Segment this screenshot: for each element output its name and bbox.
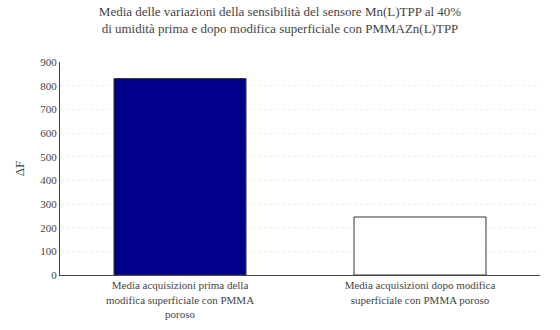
svg-text:200: 200 [40, 222, 57, 234]
svg-text:Media acquisizioni prima della: Media acquisizioni prima dellamodifica s… [106, 279, 254, 320]
svg-text:300: 300 [40, 198, 57, 210]
svg-text:ΔF: ΔF [12, 161, 27, 177]
svg-text:700: 700 [40, 103, 57, 115]
svg-text:500: 500 [40, 151, 57, 163]
svg-text:600: 600 [40, 127, 57, 139]
svg-text:800: 800 [40, 80, 57, 92]
svg-text:Media acquisizioni dopo modifi: Media acquisizioni dopo modificasuperfic… [345, 279, 496, 305]
svg-text:100: 100 [40, 245, 57, 257]
svg-text:0: 0 [51, 269, 57, 281]
svg-text:900: 900 [40, 56, 57, 68]
svg-text:Media delle variazioni della s: Media delle variazioni della sensibilità… [99, 4, 462, 36]
svg-text:400: 400 [40, 174, 57, 186]
